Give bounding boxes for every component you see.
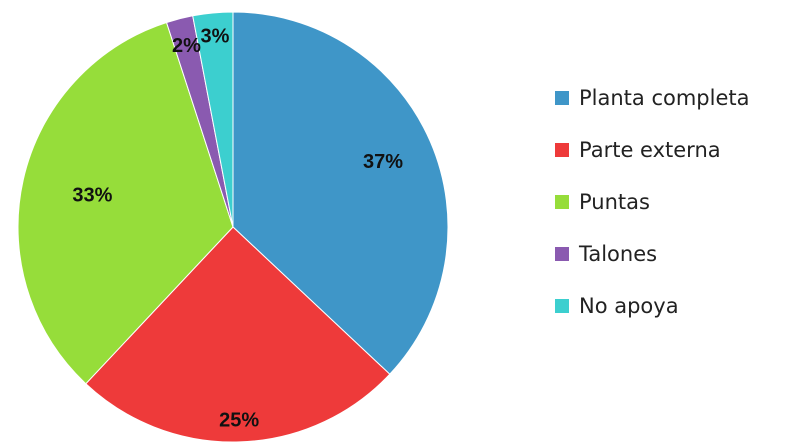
legend-swatch [555,299,569,313]
legend-label: Puntas [579,190,650,214]
pie-slices [17,11,449,443]
legend-item-talones: Talones [555,228,750,280]
legend-swatch [555,195,569,209]
data-label-no-apoya: 3% [201,26,230,48]
legend-item-no-apoya: No apoya [555,280,750,332]
pie-slice-no-apoya [192,11,234,228]
legend-swatch [555,143,569,157]
legend: Planta completa Parte externa Puntas Talone… [555,72,750,332]
legend-item-parte-externa: Parte externa [555,124,750,176]
data-label-parte-externa: 25% [219,409,259,431]
legend-label: Talones [579,242,658,266]
legend-label: Parte externa [579,138,721,162]
data-label-talones: 2% [172,35,201,57]
legend-swatch [555,247,569,261]
pie-slice-labels: 37% 25% 33% 2% 3% [72,26,403,432]
pie-slice-parte-externa [85,226,391,443]
pie-slice-planta-completa [232,11,449,375]
legend-item-puntas: Puntas [555,176,750,228]
data-label-puntas: 33% [72,185,112,207]
legend-item-planta-completa: Planta completa [555,72,750,124]
pie-slice-puntas [17,21,234,385]
legend-label: No apoya [579,294,679,318]
data-label-planta-completa: 37% [363,151,403,173]
legend-label: Planta completa [579,86,750,110]
legend-swatch [555,91,569,105]
